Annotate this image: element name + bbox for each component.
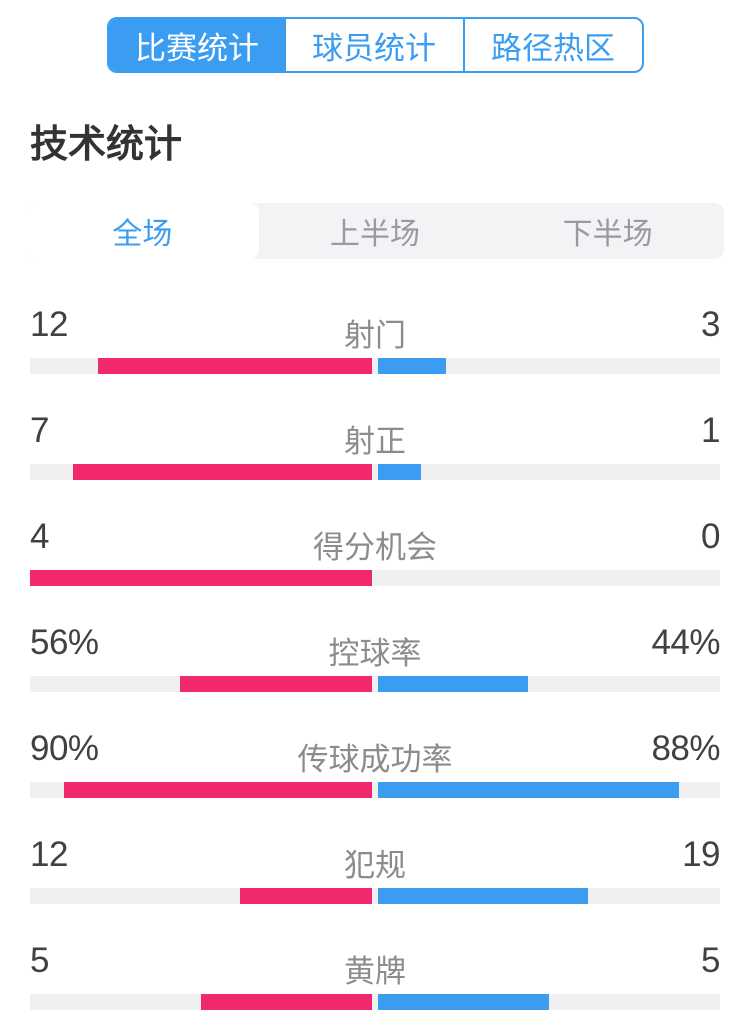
stat-value-right: 0 [701, 517, 720, 556]
stat-head: 90% 传球成功率 88% [30, 729, 720, 777]
stat-bar-left-team [180, 676, 372, 692]
stat-row: 56% 控球率 44% [30, 623, 720, 729]
tab-player-stats[interactable]: 球员统计 [312, 30, 436, 66]
stat-value-left: 90% [30, 729, 99, 768]
period-tab-first-half[interactable]: 上半场 [330, 218, 420, 251]
stat-value-right: 19 [682, 835, 720, 874]
stat-bar-track [30, 464, 720, 480]
stat-head: 12 犯规 19 [30, 835, 720, 883]
period-tab-full-match[interactable]: 全场 [26, 203, 259, 259]
stat-head: 7 射正 1 [30, 411, 720, 459]
stat-row: 5 黄牌 5 [30, 941, 720, 1035]
stat-bar-right-team [378, 676, 528, 692]
stat-value-right: 1 [701, 411, 720, 450]
stat-row: 90% 传球成功率 88% [30, 729, 720, 835]
stat-value-left: 56% [30, 623, 99, 662]
stat-bar-right-team [378, 464, 421, 480]
stat-head: 12 射门 3 [30, 305, 720, 353]
stat-label: 射正 [344, 424, 406, 459]
stat-bar-right-team [378, 994, 549, 1010]
stat-label: 黄牌 [344, 954, 406, 989]
page-title: 技术统计 [30, 124, 183, 166]
stats-type-tabs: 比赛统计 球员统计 路径热区 [106, 17, 644, 73]
stat-bar-track [30, 994, 720, 1010]
stat-row: 12 射门 3 [30, 305, 720, 411]
stat-bar-track [30, 888, 720, 904]
stat-head: 4 得分机会 0 [30, 517, 720, 565]
stat-value-left: 12 [30, 835, 68, 874]
stat-row: 7 射正 1 [30, 411, 720, 517]
stats-list: 12 射门 3 7 射正 1 4 得分机会 0 56% 控球率 44% 90% 传球成功率 88% 12 犯规 1… [0, 305, 750, 1035]
stat-value-left: 4 [30, 517, 49, 556]
stat-bar-left-team [64, 782, 372, 798]
stat-label: 得分机会 [313, 530, 437, 565]
stat-value-right: 3 [701, 305, 720, 344]
stat-bar-left-team [240, 888, 372, 904]
stat-row: 4 得分机会 0 [30, 517, 720, 623]
stat-bar-track [30, 676, 720, 692]
stat-label: 射门 [344, 318, 406, 353]
tab-path-heatmap[interactable]: 路径热区 [462, 19, 642, 71]
stat-label: 犯规 [344, 848, 406, 883]
stat-bar-left-team [201, 994, 372, 1010]
stat-label: 传球成功率 [297, 742, 453, 777]
stat-bar-right-team [378, 358, 446, 374]
stat-value-right: 44% [651, 623, 720, 662]
stat-label: 控球率 [328, 636, 422, 671]
stat-value-left: 5 [30, 941, 49, 980]
stat-bar-left-team [73, 464, 372, 480]
tab-match-stats[interactable]: 比赛统计 [108, 19, 286, 71]
stat-bar-track [30, 358, 720, 374]
stat-bar-right-team [378, 782, 679, 798]
stat-value-right: 88% [651, 729, 720, 768]
stat-bar-track [30, 570, 720, 586]
stat-bar-right-team [378, 888, 588, 904]
stat-head: 5 黄牌 5 [30, 941, 720, 989]
stat-bar-left-team [30, 570, 372, 586]
stat-value-right: 5 [701, 941, 720, 980]
stat-head: 56% 控球率 44% [30, 623, 720, 671]
stat-bar-track [30, 782, 720, 798]
period-tabs: 全场 上半场 下半场 [26, 203, 724, 259]
stat-bar-left-team [98, 358, 372, 374]
stat-value-left: 12 [30, 305, 68, 344]
period-tab-second-half[interactable]: 下半场 [562, 218, 653, 251]
stat-value-left: 7 [30, 411, 49, 450]
stat-row: 12 犯规 19 [30, 835, 720, 941]
